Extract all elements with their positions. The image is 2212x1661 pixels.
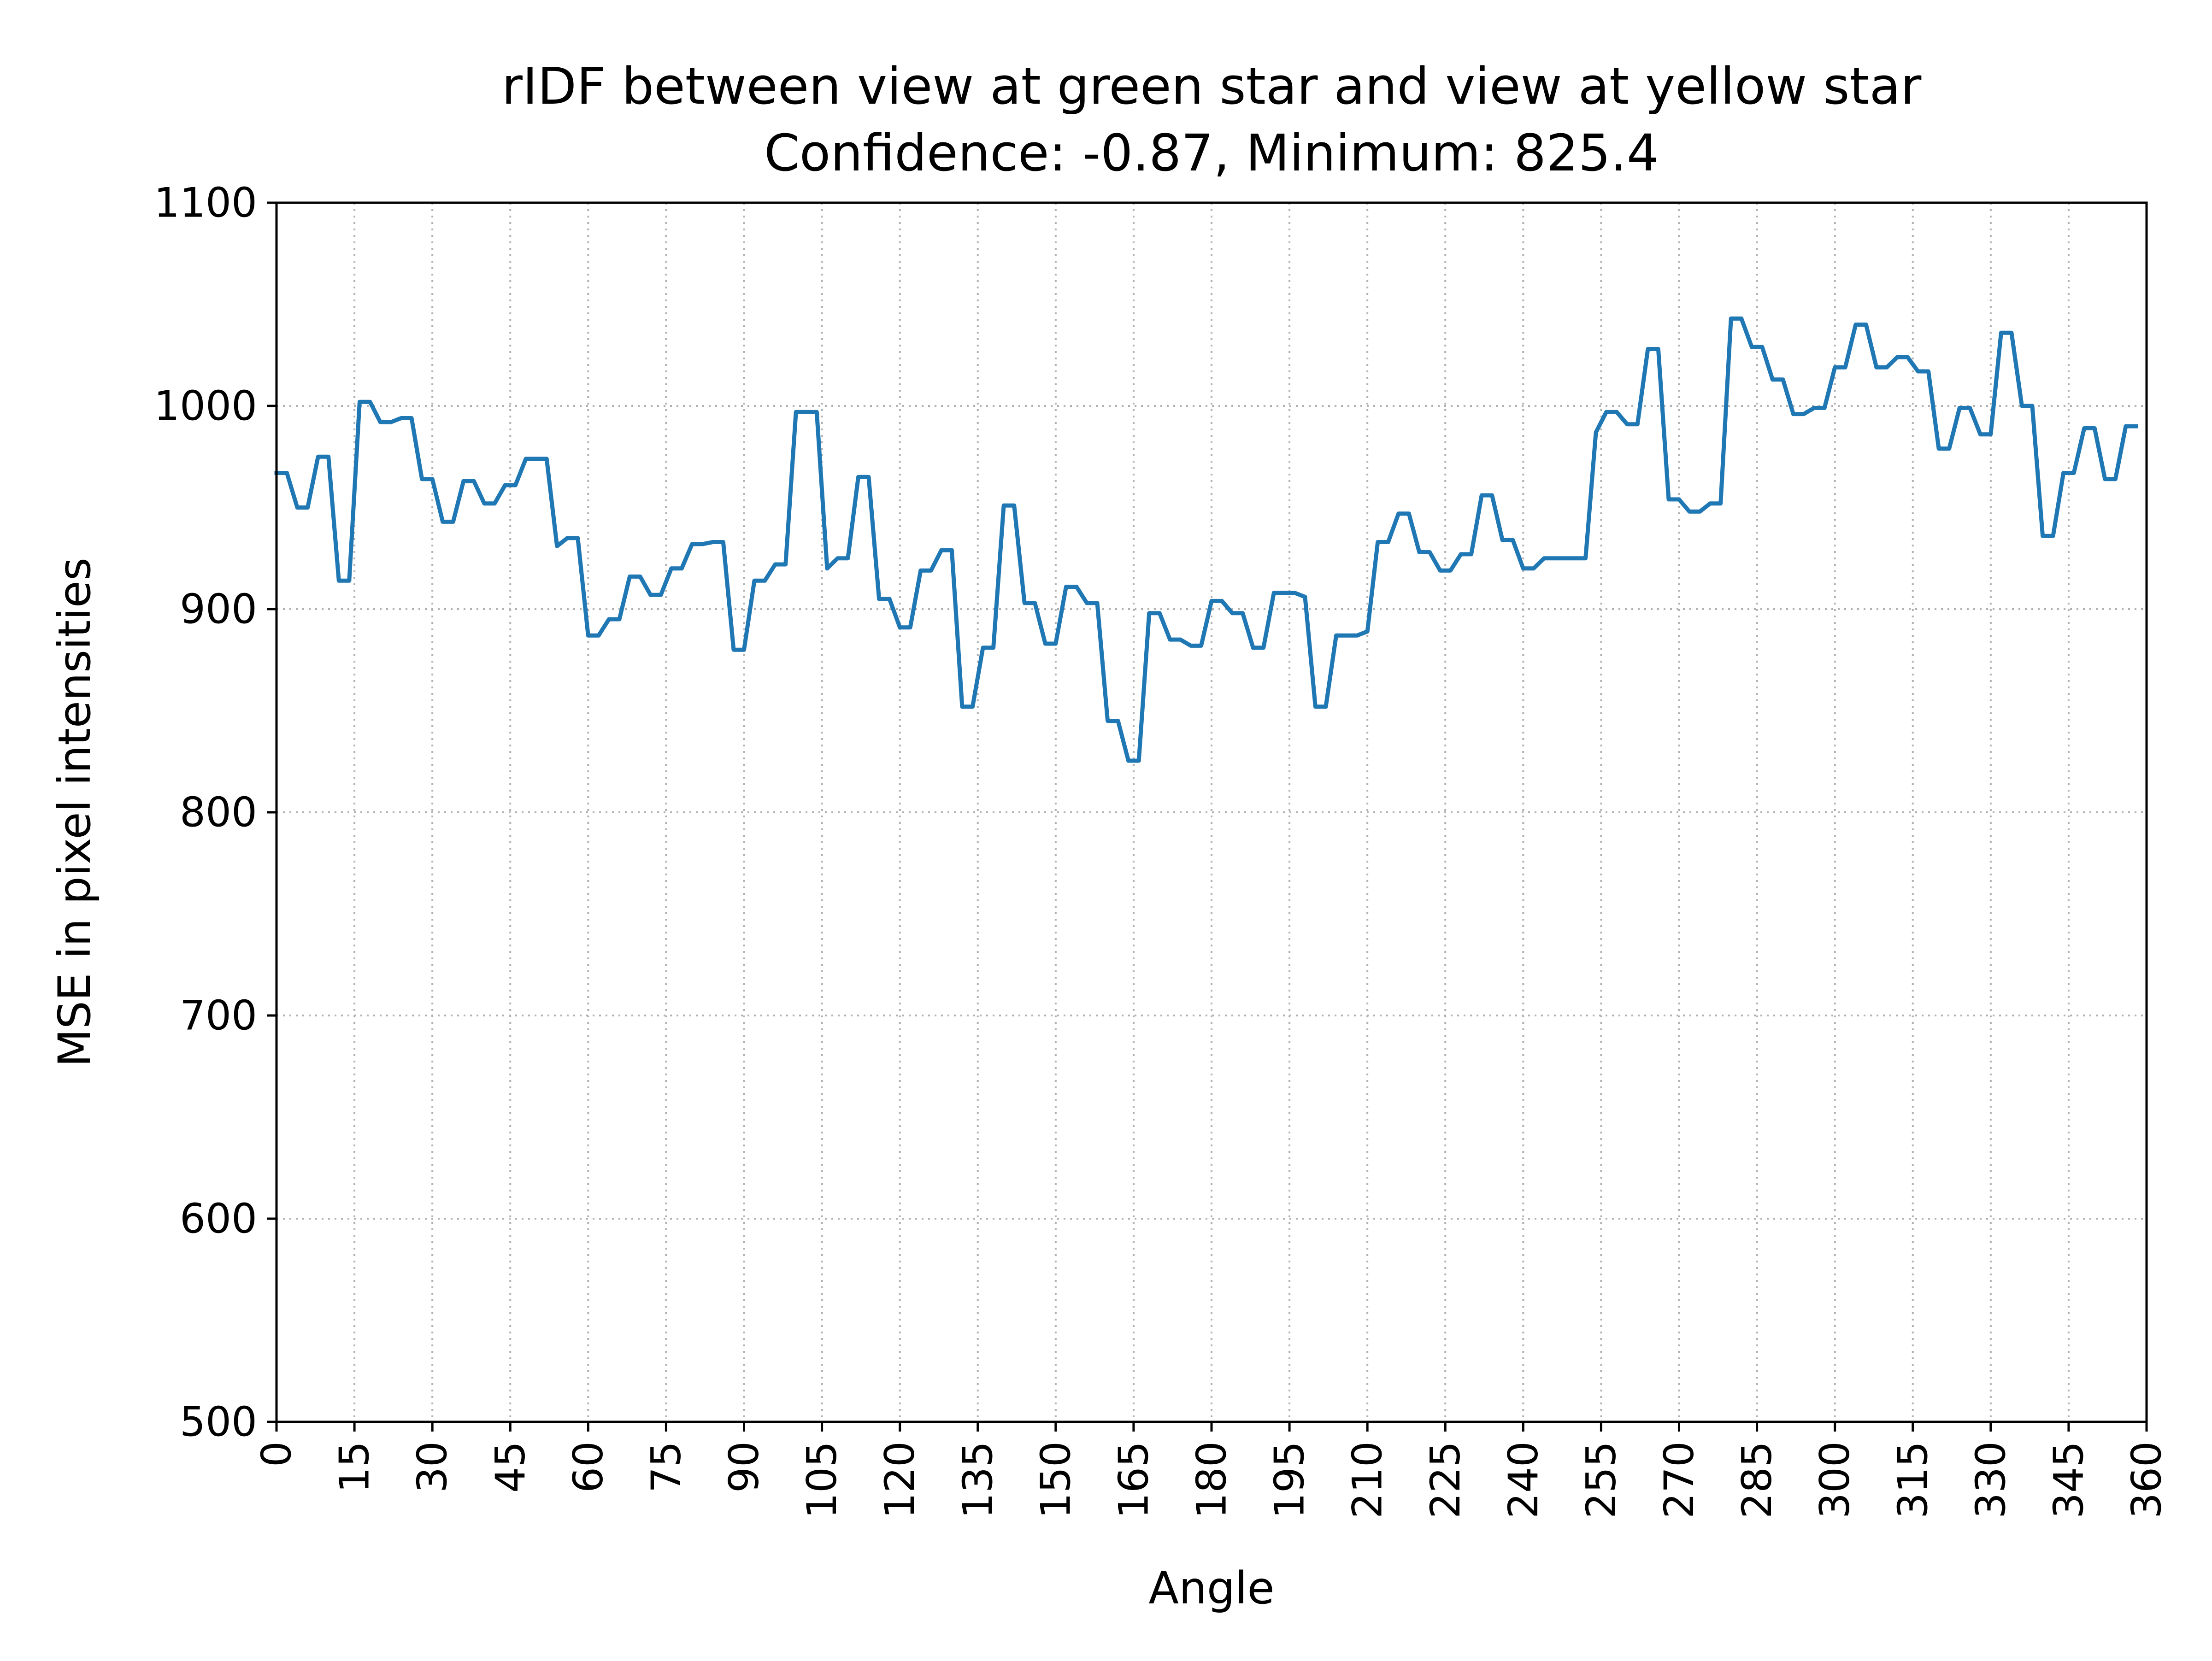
x-tick-label: 135 [954, 1441, 1001, 1519]
x-tick-label: 90 [720, 1441, 768, 1493]
y-tick-label: 900 [180, 586, 257, 633]
x-tick-label: 0 [253, 1441, 300, 1467]
x-tick-label: 60 [565, 1441, 612, 1493]
x-tick-label: 345 [2045, 1441, 2092, 1519]
x-tick-label: 315 [1889, 1441, 1936, 1519]
chart-subtitle: Confidence: -0.87, Minimum: 825.4 [764, 123, 1659, 182]
x-tick-label: 225 [1422, 1441, 1469, 1519]
series-line [274, 316, 2138, 763]
x-tick-label: 15 [331, 1441, 378, 1493]
x-tick-label: 180 [1188, 1441, 1235, 1519]
series-layer [274, 316, 2138, 763]
x-axis: 0 15 30 45 60 75 90 105 120 135 150 165 180 195 210 225… [253, 1422, 2171, 1519]
x-axis-label: Angle [1148, 1562, 1274, 1614]
x-tick-label: 285 [1733, 1441, 1781, 1519]
x-tick-label: 255 [1577, 1441, 1625, 1519]
x-tick-label: 75 [642, 1441, 690, 1493]
y-axis-label: MSE in pixel intensities [49, 558, 100, 1067]
y-axis: 500 600 700 800 900 1000 1100 [154, 179, 276, 1446]
y-tick-label: 1100 [154, 179, 257, 227]
x-tick-label: 300 [1811, 1441, 1859, 1519]
x-tick-label: 165 [1110, 1441, 1157, 1519]
x-tick-label: 240 [1500, 1441, 1547, 1519]
x-tick-label: 150 [1032, 1441, 1079, 1519]
y-tick-label: 600 [180, 1195, 257, 1243]
chart-title: rIDF between view at green star and view… [502, 57, 1922, 116]
x-tick-label: 105 [798, 1441, 846, 1519]
x-tick-label: 360 [2123, 1441, 2171, 1519]
y-tick-label: 500 [180, 1398, 257, 1446]
y-tick-label: 700 [180, 992, 257, 1039]
x-tick-label: 270 [1655, 1441, 1703, 1519]
x-tick-label: 45 [487, 1441, 534, 1493]
x-tick-label: 210 [1344, 1441, 1391, 1519]
y-tick-label: 800 [180, 789, 257, 836]
x-tick-label: 195 [1266, 1441, 1313, 1519]
x-tick-label: 30 [409, 1441, 456, 1493]
y-tick-label: 1000 [154, 382, 257, 430]
x-tick-label: 330 [1967, 1441, 2014, 1519]
x-tick-label: 120 [876, 1441, 924, 1519]
